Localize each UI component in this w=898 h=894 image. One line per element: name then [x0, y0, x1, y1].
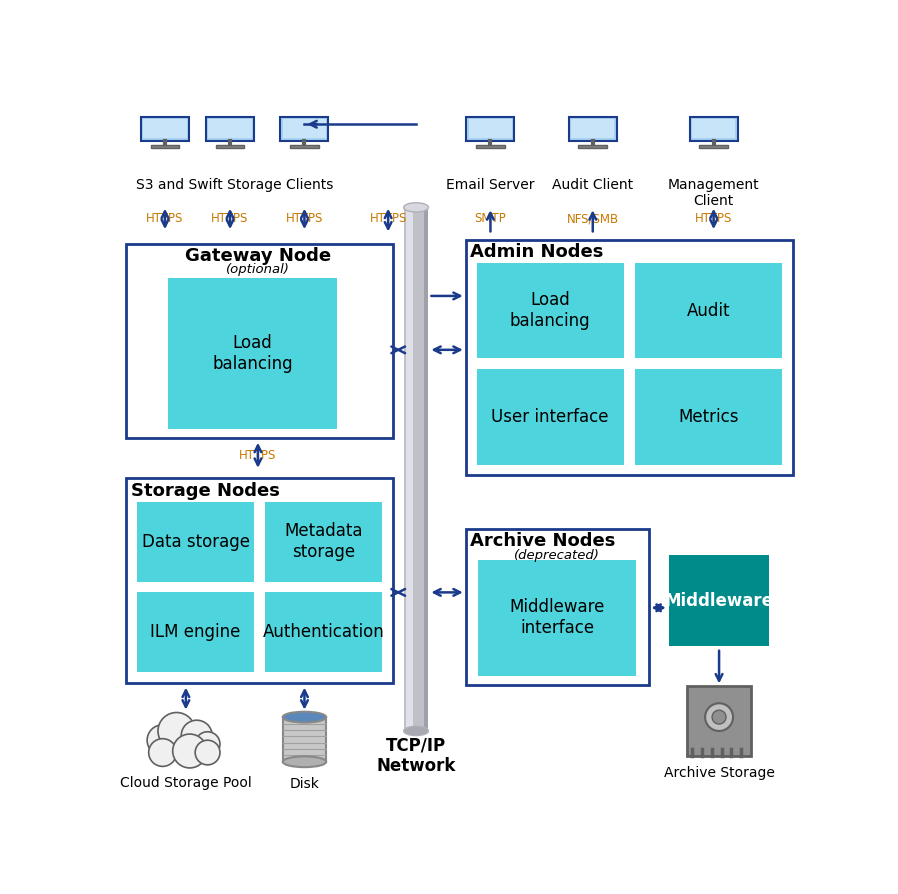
Bar: [280, 116, 329, 140]
Text: Authentication: Authentication: [262, 623, 384, 641]
Text: Gateway Node: Gateway Node: [185, 248, 331, 266]
Text: Disk: Disk: [289, 777, 320, 791]
FancyBboxPatch shape: [127, 478, 392, 683]
FancyBboxPatch shape: [477, 369, 624, 465]
Text: NFS/SMB: NFS/SMB: [567, 213, 619, 225]
Bar: [151, 145, 180, 148]
FancyBboxPatch shape: [477, 263, 624, 358]
Text: (optional): (optional): [226, 263, 290, 276]
Bar: [206, 116, 254, 140]
Bar: [687, 687, 751, 755]
Circle shape: [158, 713, 195, 749]
Bar: [476, 145, 505, 148]
FancyBboxPatch shape: [265, 593, 382, 672]
Text: S3 and Swift Storage Clients: S3 and Swift Storage Clients: [136, 178, 333, 192]
Text: Load
balancing: Load balancing: [510, 291, 591, 330]
Ellipse shape: [283, 756, 326, 767]
Circle shape: [712, 710, 726, 724]
Text: Load
balancing: Load balancing: [212, 334, 293, 373]
Text: Storage Nodes: Storage Nodes: [131, 482, 279, 500]
Text: Archive Storage: Archive Storage: [664, 765, 774, 780]
Text: HTTPS: HTTPS: [369, 213, 407, 225]
Text: TCP/IP
Network: TCP/IP Network: [376, 737, 456, 775]
Text: SMTP: SMTP: [474, 213, 506, 225]
Bar: [700, 145, 728, 148]
FancyBboxPatch shape: [168, 278, 337, 429]
Circle shape: [195, 740, 220, 765]
Text: Admin Nodes: Admin Nodes: [471, 243, 603, 261]
FancyBboxPatch shape: [635, 369, 782, 465]
Bar: [283, 717, 326, 762]
Text: (deprecated): (deprecated): [515, 549, 600, 562]
Text: ILM engine: ILM engine: [150, 623, 241, 641]
Bar: [578, 145, 607, 148]
Bar: [690, 116, 737, 140]
Bar: [290, 145, 319, 148]
Text: Metrics: Metrics: [678, 408, 738, 426]
Bar: [403, 207, 428, 731]
Bar: [216, 145, 244, 148]
Ellipse shape: [403, 726, 428, 736]
FancyBboxPatch shape: [137, 502, 254, 582]
Circle shape: [705, 704, 733, 731]
Text: Data storage: Data storage: [142, 533, 250, 551]
Bar: [424, 207, 428, 731]
Text: Middleware: Middleware: [665, 592, 773, 610]
Bar: [469, 119, 512, 139]
Text: Cloud Storage Pool: Cloud Storage Pool: [120, 776, 251, 789]
Text: Middleware
interface: Middleware interface: [509, 598, 604, 637]
FancyBboxPatch shape: [137, 593, 254, 672]
Circle shape: [147, 725, 178, 755]
Text: HTTPS: HTTPS: [146, 213, 183, 225]
FancyBboxPatch shape: [635, 263, 782, 358]
Text: HTTPS: HTTPS: [239, 449, 277, 462]
FancyBboxPatch shape: [466, 529, 648, 685]
Text: Audit Client: Audit Client: [552, 178, 633, 192]
Circle shape: [181, 721, 212, 751]
FancyBboxPatch shape: [478, 560, 636, 676]
Bar: [141, 116, 189, 140]
Bar: [144, 119, 187, 139]
Text: HTTPS: HTTPS: [695, 213, 733, 225]
Text: HTTPS: HTTPS: [286, 213, 323, 225]
Text: Archive Nodes: Archive Nodes: [471, 532, 616, 551]
Bar: [571, 119, 614, 139]
FancyBboxPatch shape: [466, 240, 793, 476]
Bar: [692, 119, 735, 139]
FancyBboxPatch shape: [127, 244, 392, 438]
Text: Metadata
storage: Metadata storage: [284, 522, 363, 561]
Circle shape: [172, 734, 207, 768]
Ellipse shape: [403, 203, 428, 212]
Ellipse shape: [283, 712, 326, 722]
Text: Management
Client: Management Client: [668, 178, 760, 208]
Text: User interface: User interface: [491, 408, 609, 426]
Bar: [466, 116, 515, 140]
Circle shape: [149, 738, 177, 766]
Text: Audit: Audit: [686, 301, 730, 319]
Text: HTTPS: HTTPS: [211, 213, 249, 225]
Circle shape: [195, 732, 220, 756]
Bar: [568, 116, 617, 140]
Bar: [208, 119, 251, 139]
FancyBboxPatch shape: [669, 555, 770, 646]
Text: Email Server: Email Server: [446, 178, 534, 192]
Bar: [283, 119, 326, 139]
Bar: [406, 207, 413, 731]
FancyBboxPatch shape: [265, 502, 382, 582]
